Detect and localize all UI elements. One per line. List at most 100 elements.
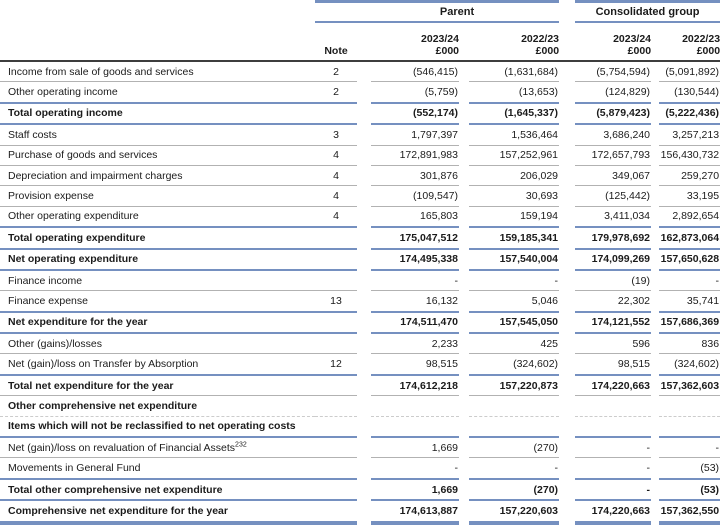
note-cell	[315, 104, 357, 126]
column-gap	[459, 354, 469, 375]
column-gap	[357, 166, 371, 186]
table-row: Other operating income 2 (5,759) (13,653) (1…	[0, 82, 720, 104]
note-cell	[315, 228, 357, 250]
value-cell-parent-2022-23: 206,029	[469, 166, 560, 187]
value-cell-parent-2023-24	[371, 396, 459, 417]
value-cell-consolidated-2023-24: (5,879,423)	[575, 104, 652, 126]
value-cell-parent-2023-24: 174,511,470	[371, 313, 459, 335]
value-cell-consolidated-2022-23: 33,195	[659, 186, 720, 207]
value-cell-parent-2022-23: 1,536,464	[469, 125, 560, 146]
row-label-text: Net expenditure for the year	[8, 316, 148, 329]
value-cell-consolidated-2023-24: 174,099,269	[575, 250, 652, 271]
column-gap	[357, 396, 371, 416]
column-header-row: Note 2023/24 £000 2022/23 £000 2023/24 £…	[0, 23, 720, 62]
row-label: Total other comprehensive net expenditur…	[0, 480, 315, 502]
value-cell-parent-2022-23: (1,645,337)	[469, 104, 560, 126]
column-gap	[651, 480, 659, 501]
column-gap	[357, 104, 371, 125]
column-gap	[357, 207, 371, 228]
column-gap	[651, 228, 659, 249]
column-gap	[651, 207, 659, 228]
column-gap	[559, 250, 575, 271]
column-gap	[357, 146, 371, 166]
value-cell-parent-2022-23: -	[469, 458, 560, 480]
note-cell: 2	[315, 82, 357, 104]
column-gap	[459, 438, 469, 458]
value-cell-consolidated-2023-24: (5,754,594)	[575, 62, 652, 83]
value-cell-consolidated-2022-23: (324,602)	[659, 354, 720, 376]
table-row: Finance expense 13 16,132 5,046 22,302 35,741	[0, 291, 720, 313]
value-cell-parent-2022-23: 157,545,050	[469, 313, 560, 335]
row-label: Other operating income	[0, 82, 315, 104]
column-gap	[357, 334, 371, 354]
value-cell-consolidated-2022-23: 157,650,628	[659, 250, 720, 271]
table-row: Income from sale of goods and services 2 (…	[0, 62, 720, 83]
row-label: Purchase of goods and services	[0, 146, 315, 166]
value-cell-parent-2023-24: -	[371, 271, 459, 292]
group-header-consolidated: Consolidated group	[575, 0, 720, 23]
table-row: Depreciation and impairment charges 4 301,…	[0, 166, 720, 187]
column-gap	[559, 376, 575, 396]
row-label: Total net expenditure for the year	[0, 376, 315, 397]
column-gap	[459, 313, 469, 334]
note-cell	[315, 376, 357, 397]
column-gap	[559, 417, 575, 438]
table-row: Total operating expenditure 175,047,512 15…	[0, 228, 720, 250]
column-gap	[459, 376, 469, 396]
column-gap	[651, 334, 659, 354]
value-cell-consolidated-2022-23	[659, 417, 720, 439]
note-cell	[315, 250, 357, 271]
unit-label: £000	[696, 45, 720, 57]
row-label: Net expenditure for the year	[0, 313, 315, 335]
row-label: Total operating income	[0, 104, 315, 126]
note-cell: 13	[315, 291, 357, 313]
value-cell-parent-2022-23: (324,602)	[469, 354, 560, 376]
row-label-text: Finance income	[8, 274, 83, 287]
value-cell-parent-2023-24: (109,547)	[371, 186, 459, 207]
table-row: Net operating expenditure 174,495,338 157,…	[0, 250, 720, 271]
note-cell: 4	[315, 166, 357, 187]
value-cell-consolidated-2023-24: 3,686,240	[575, 125, 652, 146]
column-gap	[459, 207, 469, 228]
column-gap	[651, 250, 659, 271]
table-row: Items which will not be reclassified to …	[0, 417, 720, 439]
column-gap	[651, 146, 659, 166]
column-gap	[459, 501, 469, 524]
column-gap	[357, 458, 371, 479]
column-gap	[651, 125, 659, 145]
column-gap	[357, 271, 371, 291]
row-label-text: Depreciation and impairment charges	[8, 169, 183, 182]
value-cell-parent-2022-23: 157,220,873	[469, 376, 560, 397]
column-gap	[559, 186, 575, 206]
year-label: 2023/24	[421, 33, 459, 45]
value-cell-consolidated-2022-23: -	[659, 271, 720, 292]
column-gap	[559, 271, 575, 291]
column-gap	[651, 82, 659, 103]
value-cell-parent-2023-24: 2,233	[371, 334, 459, 355]
column-gap	[651, 104, 659, 125]
column-gap	[559, 396, 575, 416]
value-cell-parent-2023-24: (552,174)	[371, 104, 459, 126]
row-label-text: Other comprehensive net expenditure	[8, 399, 198, 412]
value-cell-consolidated-2022-23: (53)	[659, 458, 720, 480]
note-cell	[315, 438, 357, 459]
column-gap	[459, 146, 469, 166]
header-spacer	[559, 23, 576, 62]
row-label: Staff costs	[0, 125, 315, 146]
column-gap	[651, 271, 659, 291]
column-gap	[651, 166, 659, 186]
note-cell: 4	[315, 146, 357, 166]
row-label: Other (gains)/losses	[0, 334, 315, 355]
column-gap	[459, 396, 469, 416]
value-cell-parent-2022-23: 425	[469, 334, 560, 355]
column-gap	[559, 501, 575, 524]
value-cell-parent-2022-23: (1,631,684)	[469, 62, 560, 83]
column-gap	[357, 186, 371, 206]
value-cell-consolidated-2023-24: 172,657,793	[575, 146, 652, 166]
note-cell	[315, 396, 357, 417]
value-cell-consolidated-2023-24: -	[575, 480, 652, 502]
column-gap	[357, 480, 371, 501]
row-label-text: Finance expense	[8, 294, 88, 307]
row-label-text: Comprehensive net expenditure for the ye…	[8, 504, 228, 517]
